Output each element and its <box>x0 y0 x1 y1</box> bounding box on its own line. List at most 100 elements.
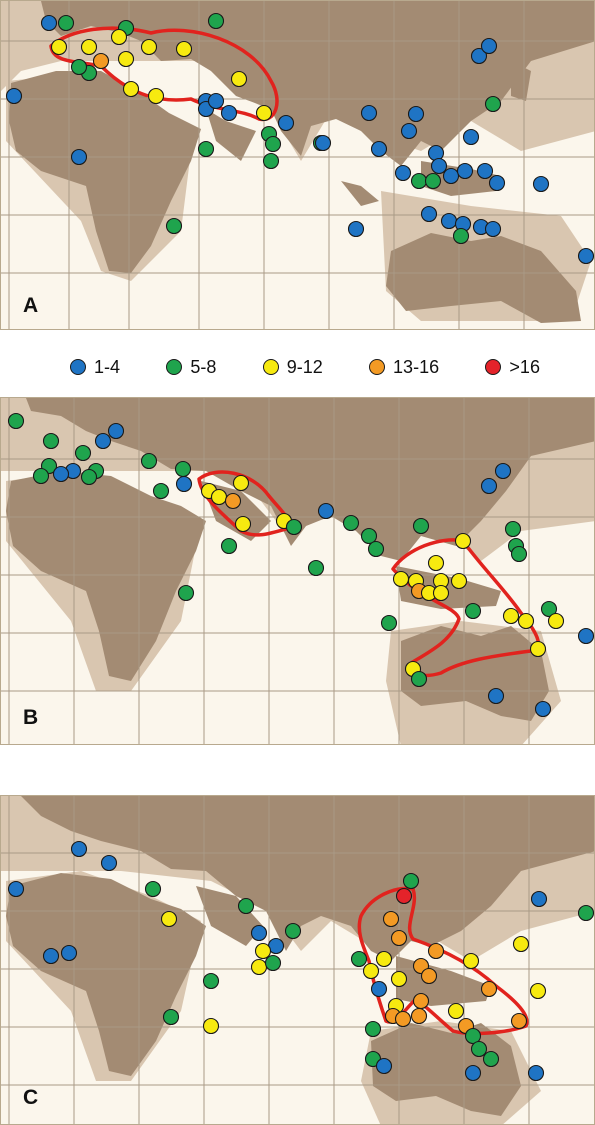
site-marker <box>427 554 445 572</box>
site-marker <box>410 1007 428 1025</box>
site-marker <box>152 482 170 500</box>
site-marker <box>390 970 408 988</box>
map-a-svg <box>1 1 594 329</box>
site-marker <box>264 954 282 972</box>
site-marker <box>440 212 458 230</box>
site-marker <box>147 87 165 105</box>
legend-item-2: 5-8 <box>166 357 216 378</box>
site-marker <box>110 28 128 46</box>
site-marker <box>367 540 385 558</box>
site-marker <box>427 144 445 162</box>
map-panel-b: B <box>0 397 595 745</box>
map-b-land <box>6 398 594 721</box>
legend-item-5: >16 <box>485 357 540 378</box>
site-marker <box>430 157 448 175</box>
map-c-markers <box>7 840 594 1082</box>
site-marker <box>264 135 282 153</box>
legend-label: >16 <box>509 356 540 377</box>
site-marker <box>482 1050 500 1068</box>
site-marker <box>362 962 380 980</box>
site-marker <box>350 950 368 968</box>
map-b-markers <box>7 412 594 718</box>
site-marker <box>360 527 378 545</box>
site-marker <box>577 627 594 645</box>
site-marker <box>480 37 498 55</box>
site-marker <box>70 58 88 76</box>
site-marker <box>317 502 335 520</box>
site-marker <box>92 52 110 70</box>
site-marker <box>122 80 140 98</box>
site-marker <box>530 890 548 908</box>
site-marker <box>527 1064 545 1082</box>
site-marker <box>456 162 474 180</box>
site-marker <box>407 105 425 123</box>
site-marker <box>370 140 388 158</box>
site-marker <box>470 1040 488 1058</box>
site-marker <box>488 174 506 192</box>
site-marker <box>412 992 430 1010</box>
site-marker <box>202 972 220 990</box>
map-panel-a: A <box>0 0 595 330</box>
site-marker <box>100 854 118 872</box>
site-marker <box>160 910 178 928</box>
site-marker <box>52 465 70 483</box>
site-marker <box>5 87 23 105</box>
site-marker <box>7 880 25 898</box>
site-marker <box>412 517 430 535</box>
site-marker <box>529 640 547 658</box>
site-marker <box>532 175 550 193</box>
site-marker <box>250 958 268 976</box>
site-marker <box>7 412 25 430</box>
site-marker <box>50 38 68 56</box>
site-marker <box>207 12 225 30</box>
site-marker <box>80 38 98 56</box>
site-marker <box>237 897 255 915</box>
site-marker <box>454 532 472 550</box>
legend-label: 9-12 <box>286 356 323 377</box>
site-marker <box>175 40 193 58</box>
legend-item-4: 13-16 <box>369 357 439 378</box>
site-marker <box>427 942 445 960</box>
site-marker <box>285 518 303 536</box>
site-marker <box>447 1002 465 1020</box>
site-marker <box>40 14 58 32</box>
site-marker <box>462 952 480 970</box>
site-marker <box>504 520 522 538</box>
site-marker <box>94 432 112 450</box>
site-marker <box>395 887 413 905</box>
site-marker <box>452 227 470 245</box>
site-marker <box>220 104 238 122</box>
site-marker <box>232 474 250 492</box>
site-marker <box>382 910 400 928</box>
site-marker <box>207 92 225 110</box>
site-marker <box>165 217 183 235</box>
site-marker <box>107 422 125 440</box>
site-marker <box>487 687 505 705</box>
site-marker <box>410 172 428 190</box>
legend-swatch-orange <box>369 359 386 375</box>
legend-swatch-yellow <box>262 359 279 375</box>
site-marker <box>177 584 195 602</box>
site-marker <box>577 904 594 922</box>
site-marker <box>262 152 280 170</box>
site-marker <box>364 1020 382 1038</box>
site-marker <box>470 47 488 65</box>
site-marker <box>450 572 468 590</box>
site-marker <box>380 614 398 632</box>
site-marker <box>464 1064 482 1082</box>
site-marker <box>394 164 412 182</box>
site-marker <box>70 148 88 166</box>
site-marker <box>420 967 438 985</box>
site-marker <box>424 172 442 190</box>
site-marker <box>390 929 408 947</box>
site-marker <box>517 612 535 630</box>
site-marker <box>494 462 512 480</box>
site-marker <box>502 607 520 625</box>
site-marker <box>402 872 420 890</box>
site-marker <box>347 220 365 238</box>
site-marker <box>140 452 158 470</box>
map-a-markers <box>5 12 594 265</box>
site-marker <box>202 1017 220 1035</box>
site-marker <box>577 247 594 265</box>
site-marker <box>250 924 268 942</box>
